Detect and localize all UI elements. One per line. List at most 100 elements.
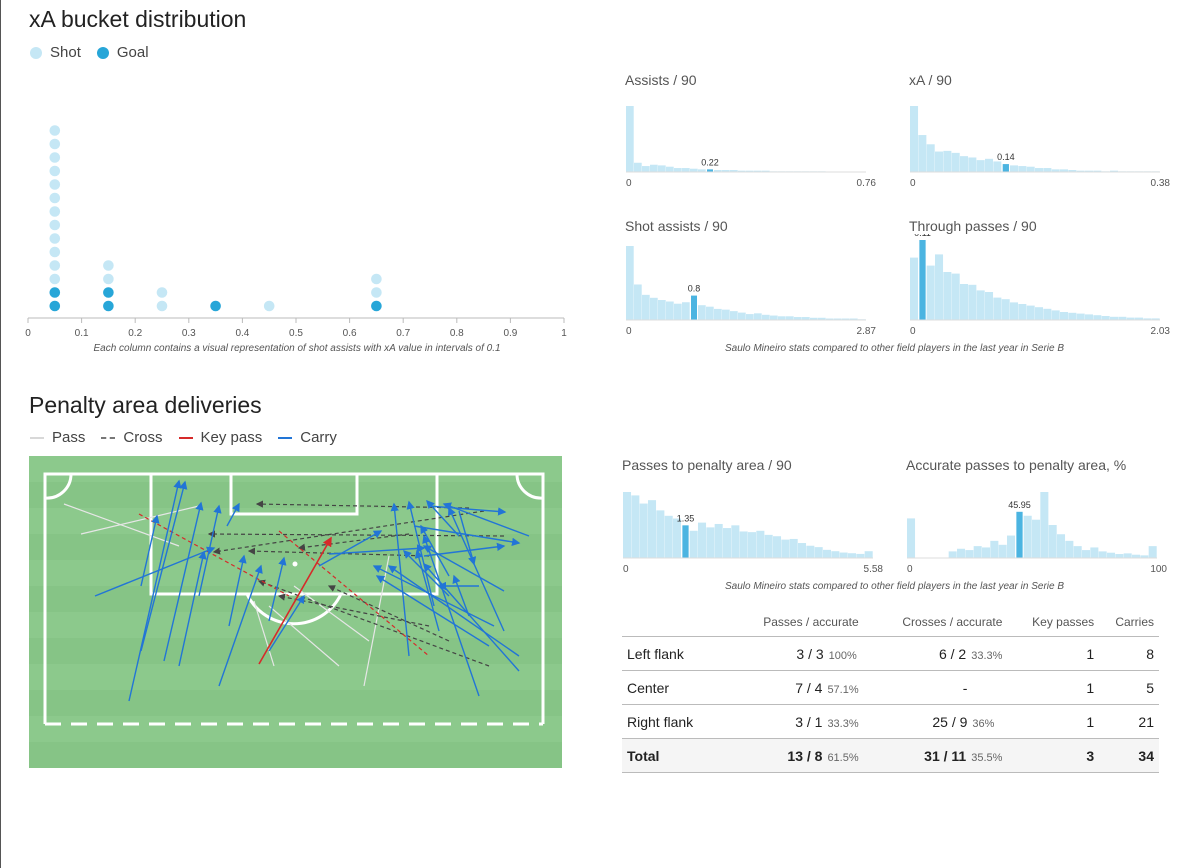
pass-line-icon — [30, 436, 44, 439]
hist-highlight-bar — [1016, 511, 1023, 558]
shot-point — [49, 219, 61, 231]
hist-bar — [993, 297, 1002, 320]
row-crosses: 6 / 2 33.3% — [863, 636, 1008, 671]
table-header-crosses: Crosses / accurate — [863, 608, 1008, 637]
row-passes: 7 / 4 57.1% — [726, 670, 864, 705]
passes-value: 13 / 8 — [787, 747, 823, 764]
shot-point — [371, 273, 382, 285]
hist-bar — [634, 284, 642, 320]
table-row-center: Center 7 / 4 57.1% - 1 5 — [622, 670, 1159, 705]
penalty-section-title: Penalty area deliveries — [29, 392, 262, 418]
shot-point — [49, 179, 61, 190]
hist-bar — [664, 515, 673, 558]
hist-highlight-bar — [682, 525, 689, 558]
xa-tick-label: 0 — [25, 328, 31, 339]
hist-bar — [1026, 305, 1035, 320]
crosses-value: 31 / 11 — [924, 747, 967, 764]
hist-bar — [990, 540, 999, 558]
cross-line-icon — [101, 436, 116, 439]
hist-bar — [706, 527, 715, 558]
hist-title-passes-penalty: Passes to penalty area / 90 — [622, 457, 792, 473]
hist-max-label: 0.76 — [857, 178, 877, 189]
shot-point — [103, 273, 114, 285]
pitch-stripes — [29, 456, 562, 768]
shot-point — [49, 152, 61, 163]
xa-tick-label: 0.9 — [503, 328, 517, 339]
hist-bar — [770, 315, 778, 320]
row-label: Left flank — [622, 636, 727, 671]
hist-bar — [918, 135, 927, 172]
hist-bar — [910, 257, 919, 320]
crosses-value: - — [962, 679, 968, 696]
hist-title-assists: Assists / 90 — [625, 72, 697, 88]
legend-label-key-pass: Key pass — [200, 429, 263, 446]
hist-bar — [965, 550, 974, 558]
hist-bar — [656, 510, 665, 558]
passes-value: 3 / 3 — [796, 645, 824, 662]
hist-bar — [1073, 546, 1082, 558]
passes-value: 3 / 1 — [795, 713, 823, 730]
hist-bar — [794, 317, 802, 320]
hist-bar — [642, 166, 650, 172]
hist-bar — [738, 312, 746, 320]
hist-max-label: 100 — [1150, 564, 1167, 575]
row-carries: 5 — [1099, 670, 1159, 705]
hist-bar — [1082, 550, 1091, 558]
row-crosses: - — [863, 670, 1008, 705]
hist-bar — [968, 284, 977, 320]
hist-bar — [1048, 525, 1057, 558]
key-pass-lines — [258, 536, 332, 665]
passes-pct: 100% — [828, 649, 857, 662]
row-passes: 3 / 3 100% — [726, 636, 864, 671]
shot-point — [371, 287, 382, 298]
goal-point — [49, 287, 61, 298]
xa-tick-label: 0.2 — [128, 328, 142, 339]
hist-bar — [960, 284, 969, 320]
xa-tick-label: 1 — [561, 328, 567, 339]
goal-point — [210, 300, 221, 312]
hist-max-label: 5.58 — [864, 564, 884, 575]
hist-bar — [762, 170, 770, 172]
hist-bar — [706, 306, 714, 320]
hist-assists: 0.22 0 0.76 — [626, 106, 877, 189]
hist-bar — [626, 106, 634, 172]
hist-bar — [834, 318, 842, 320]
hist-highlight-label: 0.22 — [701, 157, 719, 167]
table-row-total: Total 13 / 8 61.5% 31 / 11 35.5% 3 34 — [622, 738, 1159, 773]
hist-bar — [951, 152, 960, 172]
hist-bar — [1085, 314, 1094, 320]
hist-highlight-bar — [1002, 164, 1009, 172]
row-carries: 21 — [1099, 704, 1159, 739]
shot-point — [156, 300, 168, 312]
hist-max-label: 2.87 — [857, 326, 877, 337]
hist-bar — [698, 522, 707, 558]
legend-label-goal: Goal — [116, 44, 149, 61]
hist-highlight-label: 45.95 — [1008, 500, 1031, 510]
hist-bar — [960, 156, 969, 172]
hist-bar — [1010, 302, 1019, 320]
hist-bar — [658, 300, 666, 320]
hist-bar — [648, 500, 657, 558]
hist-bar — [730, 170, 738, 172]
hist-bar — [943, 150, 952, 172]
hist-bar — [722, 309, 730, 320]
hist-bar — [754, 313, 762, 320]
table-header-passes: Passes / accurate — [726, 608, 864, 637]
hist-bar — [1018, 304, 1027, 320]
shot-point — [49, 165, 61, 177]
hist-bar — [818, 317, 826, 320]
row-carries: 8 — [1099, 636, 1159, 671]
hist-highlight-label: 0.14 — [997, 152, 1015, 162]
hist-bar — [674, 303, 682, 320]
xa-bucket-chart: 0 0.1 0.2 0.3 0.4 0.5 0.6 0.7 0.8 0.9 1 — [25, 125, 567, 339]
hist-min-label: 0 — [907, 564, 913, 575]
row-key-passes: 1 — [1007, 636, 1100, 671]
hist-bar — [1115, 554, 1124, 558]
hist-bar — [730, 311, 738, 320]
hist-bar — [943, 272, 952, 320]
shot-point — [49, 273, 61, 285]
key-cross-lines — [138, 513, 430, 657]
hist-bar — [1057, 534, 1066, 558]
table-row-right-flank: Right flank 3 / 1 33.3% 25 / 9 36% 1 21 — [622, 704, 1159, 739]
passes-value: 7 / 4 — [795, 679, 823, 696]
